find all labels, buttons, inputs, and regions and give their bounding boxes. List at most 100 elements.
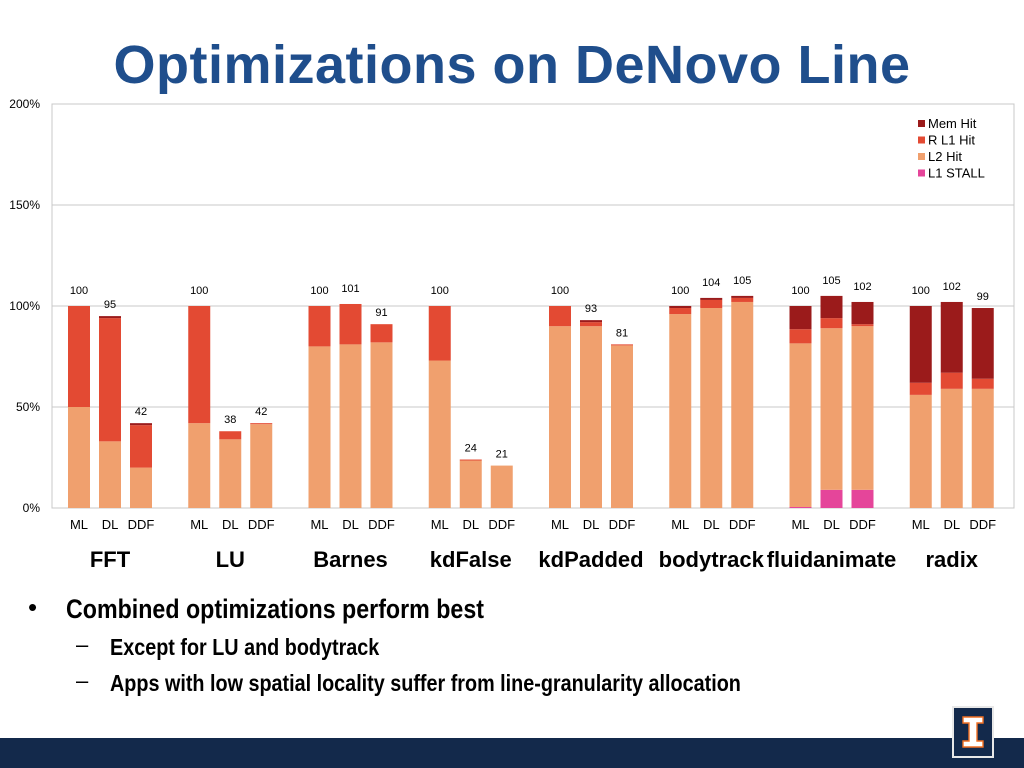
data-label: 100 (912, 285, 930, 297)
bar-group: 100 101 91 (308, 283, 393, 508)
x-tick-label: ML (70, 517, 88, 532)
data-label: 100 (310, 285, 328, 297)
bar-segment (611, 345, 633, 508)
data-label: 99 (977, 291, 989, 303)
bar-segment (669, 308, 692, 315)
x-tick-label: DL (342, 517, 359, 532)
bar-segment (669, 306, 692, 309)
legend-swatch (918, 136, 925, 144)
data-label: 105 (822, 275, 840, 287)
bar-segment (789, 506, 812, 508)
bar-segment (940, 388, 963, 508)
bullet-list: • Combined optimizations perform best – … (28, 592, 968, 704)
data-label: 24 (465, 443, 477, 455)
bar-segment (188, 306, 211, 424)
bar-segment (580, 320, 602, 323)
bar-group: 100 24 21 (428, 285, 513, 508)
bar-segment (459, 459, 482, 461)
bar-segment (549, 306, 571, 327)
x-tick-label: DDF (609, 517, 636, 532)
data-label: 102 (853, 281, 871, 293)
bar-segment (971, 388, 994, 508)
bar-segment (370, 342, 393, 508)
sub-bullet: – Except for LU and bodytrack (76, 632, 968, 668)
x-tick-label: DL (703, 517, 720, 532)
x-tick-label: DDF (128, 517, 155, 532)
bar-segment (130, 467, 152, 508)
x-tick-label: DDF (849, 517, 876, 532)
bar-segment (669, 314, 692, 508)
data-label: 95 (104, 299, 116, 311)
bar-segment (851, 489, 874, 508)
bar-segment (611, 344, 633, 346)
bar-segment (428, 360, 451, 508)
legend-swatch (918, 169, 925, 177)
y-tick-label: 0% (23, 501, 41, 515)
bar-segment (99, 441, 121, 508)
bar-segment (851, 326, 874, 490)
data-label: 91 (375, 307, 387, 319)
sub-bullet: – Apps with low spatial locality suffer … (76, 668, 968, 704)
bar-group: 100 95 42 (68, 285, 152, 508)
data-label: 38 (224, 414, 236, 426)
x-tick-label: DL (583, 517, 600, 532)
bar-segment (731, 297, 754, 302)
x-tick-label: DDF (248, 517, 275, 532)
legend-label: L1 STALL (928, 166, 985, 181)
bar-group: 100 93 81 (549, 285, 633, 508)
bar-segment (308, 306, 331, 347)
x-tick-label: DL (462, 517, 479, 532)
bar-group: 100 102 99 (909, 281, 994, 508)
dash-glyph: – (76, 668, 89, 693)
group-label: radix (925, 547, 978, 572)
bar-segment (940, 301, 963, 373)
bar-segment (789, 343, 812, 507)
sub-bullet-text: Except for LU and bodytrack (110, 634, 380, 660)
bar-segment (851, 324, 874, 327)
data-label: 21 (496, 449, 508, 461)
x-tick-label: DL (823, 517, 840, 532)
legend-swatch (918, 153, 925, 160)
bar-segment (909, 382, 932, 395)
bar-segment (700, 308, 723, 508)
x-tick-label: ML (912, 517, 930, 532)
bar-group: 100 38 42 (188, 285, 273, 508)
university-block-i-logo (952, 706, 994, 758)
bar-segment (370, 324, 393, 343)
x-tick-label: DL (102, 517, 119, 532)
legend-label: Mem Hit (928, 116, 977, 131)
bar-segment (99, 316, 121, 319)
group-label: fluidanimate (767, 547, 897, 572)
bar-segment (820, 295, 843, 319)
x-tick-label: ML (190, 517, 208, 532)
bar-segment (308, 346, 331, 508)
data-label: 42 (135, 406, 147, 418)
bar-segment (700, 297, 723, 300)
y-tick-label: 50% (16, 400, 40, 414)
bar-segment (789, 306, 812, 330)
bar-segment (339, 344, 362, 508)
bar-segment (731, 295, 754, 298)
bar-segment (549, 326, 571, 508)
bar-segment (339, 303, 362, 345)
bar-segment (130, 423, 152, 426)
bar-segment (971, 378, 994, 389)
bar-group: 100 104 105 (669, 275, 754, 508)
bullet-main: • Combined optimizations perform best (28, 592, 968, 632)
group-label: bodytrack (659, 547, 765, 572)
data-label: 100 (551, 285, 569, 297)
bar-segment (731, 301, 754, 508)
bar-segment (580, 322, 602, 327)
x-tick-label: DDF (969, 517, 996, 532)
x-tick-label: DDF (729, 517, 756, 532)
bar-segment (909, 394, 932, 508)
bar-segment (68, 306, 90, 407)
bar-segment (99, 318, 121, 442)
bar-segment (909, 306, 932, 383)
bar-group: 100 105 102 (789, 275, 874, 508)
data-label: 102 (943, 281, 961, 293)
bar-segment (219, 431, 242, 440)
